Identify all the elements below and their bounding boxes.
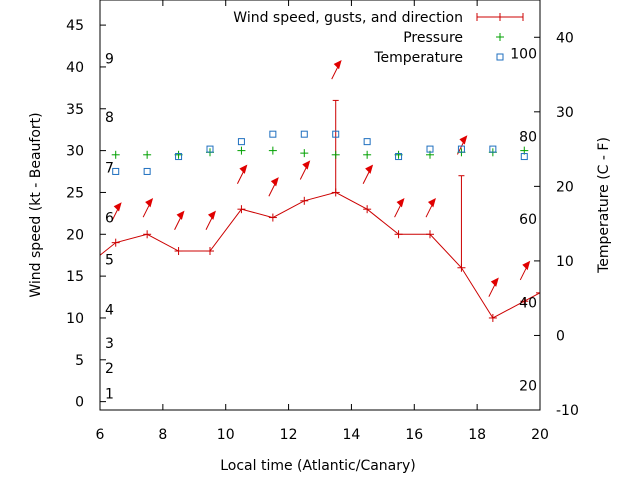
y-left-tick-label: 10 (66, 311, 84, 327)
direction-arrowhead (459, 135, 468, 145)
temperature-point (332, 130, 340, 138)
y-left-tick-label: 30 (66, 144, 84, 160)
direction-arrows (111, 59, 531, 297)
y-right-tick-label: 0 (556, 328, 565, 344)
wind-series (100, 188, 540, 322)
temperature-point (112, 167, 120, 175)
x-axis-label: Local time (Atlantic/Canary) (220, 458, 416, 474)
x-tick-label: 8 (158, 427, 167, 443)
direction-arrowhead (207, 210, 216, 220)
temperature-point (300, 130, 308, 138)
x-tick-label: 12 (280, 427, 298, 443)
x-tick-label: 16 (405, 427, 423, 443)
temperature-point (457, 145, 465, 153)
temperature-point (143, 167, 151, 175)
beaufort-label: 7 (105, 160, 114, 176)
x-tick-label: 20 (531, 427, 549, 443)
gust-bars (332, 99, 465, 268)
temperature-point (489, 145, 497, 153)
direction-arrowhead (522, 260, 531, 271)
beaufort-label: 1 (105, 386, 114, 402)
fahrenheit-label: 80 (519, 129, 537, 145)
y-right-tick-label: 10 (556, 254, 574, 270)
beaufort-label: 4 (105, 303, 114, 319)
temperature-point (237, 138, 245, 146)
y-left-tick-label: 20 (66, 227, 84, 243)
direction-arrowhead (427, 198, 436, 208)
legend-label-temperature: Temperature (373, 50, 463, 66)
x-tick-label: 6 (96, 427, 105, 443)
temperature-point (520, 153, 528, 161)
pressure-series (111, 146, 529, 159)
direction-arrowhead (365, 164, 374, 174)
beaufort-label: 6 (105, 211, 114, 227)
direction-arrowhead (333, 59, 342, 70)
plot-frame (99, 0, 541, 411)
temperature-point (395, 153, 403, 161)
temperature-point (206, 145, 214, 153)
direction-arrowhead (113, 202, 122, 212)
y-left-tick-label: 25 (66, 185, 84, 201)
fahrenheit-label: 60 (519, 212, 537, 228)
temperature-point (175, 153, 183, 161)
legend-label-wind: Wind speed, gusts, and direction (233, 10, 463, 26)
y-right-tick-label: 40 (556, 30, 574, 46)
beaufort-label: 2 (105, 361, 114, 377)
y-left-tick-label: 35 (66, 102, 84, 118)
beaufort-label: 5 (105, 252, 114, 268)
temperature-point (269, 130, 277, 138)
beaufort-label: 9 (105, 52, 114, 68)
x-tick-label: 18 (468, 427, 486, 443)
tick-marks (99, 0, 541, 411)
direction-arrowhead (176, 210, 185, 220)
y-left-tick-label: 0 (75, 395, 84, 411)
direction-arrowhead (396, 198, 405, 208)
direction-arrowhead (270, 177, 279, 187)
temperature-series (112, 130, 528, 175)
direction-arrowhead (145, 198, 154, 208)
y-right-tick-label: -10 (556, 403, 579, 419)
x-tick-label: 10 (217, 427, 235, 443)
fahrenheit-label: 20 (519, 378, 537, 394)
y-left-tick-label: 45 (66, 18, 84, 34)
legend-swatch-temperature (496, 53, 504, 61)
wind-line (100, 191, 540, 319)
temperature-point (363, 138, 371, 146)
y-left-tick-label: 40 (66, 60, 84, 76)
y-left-tick-label: 15 (66, 269, 84, 285)
beaufort-label: 3 (105, 336, 114, 352)
y-left-tick-label: 5 (75, 353, 84, 369)
beaufort-label: 8 (105, 110, 114, 126)
direction-arrowhead (302, 160, 311, 170)
legend: Wind speed, gusts, and direction Pressure… (233, 10, 524, 66)
legend-label-pressure: Pressure (403, 30, 463, 46)
x-tick-label: 14 (343, 427, 361, 443)
fahrenheit-label: 100 (510, 47, 537, 63)
tick-labels: 6 8 10 12 14 16 18 20051015202530354045-1001020… (66, 18, 579, 443)
direction-arrowhead (490, 277, 499, 287)
y-right-tick-label: 30 (556, 105, 574, 121)
y-right-tick-label: 20 (556, 179, 574, 195)
fahrenheit-label: 40 (519, 296, 537, 312)
y-axis-left-label: Wind speed (kt - Beaufort) (28, 112, 44, 297)
temperature-point (426, 145, 434, 153)
direction-arrowhead (239, 164, 248, 174)
y-axis-right-label: Temperature (C - F) (596, 137, 612, 274)
